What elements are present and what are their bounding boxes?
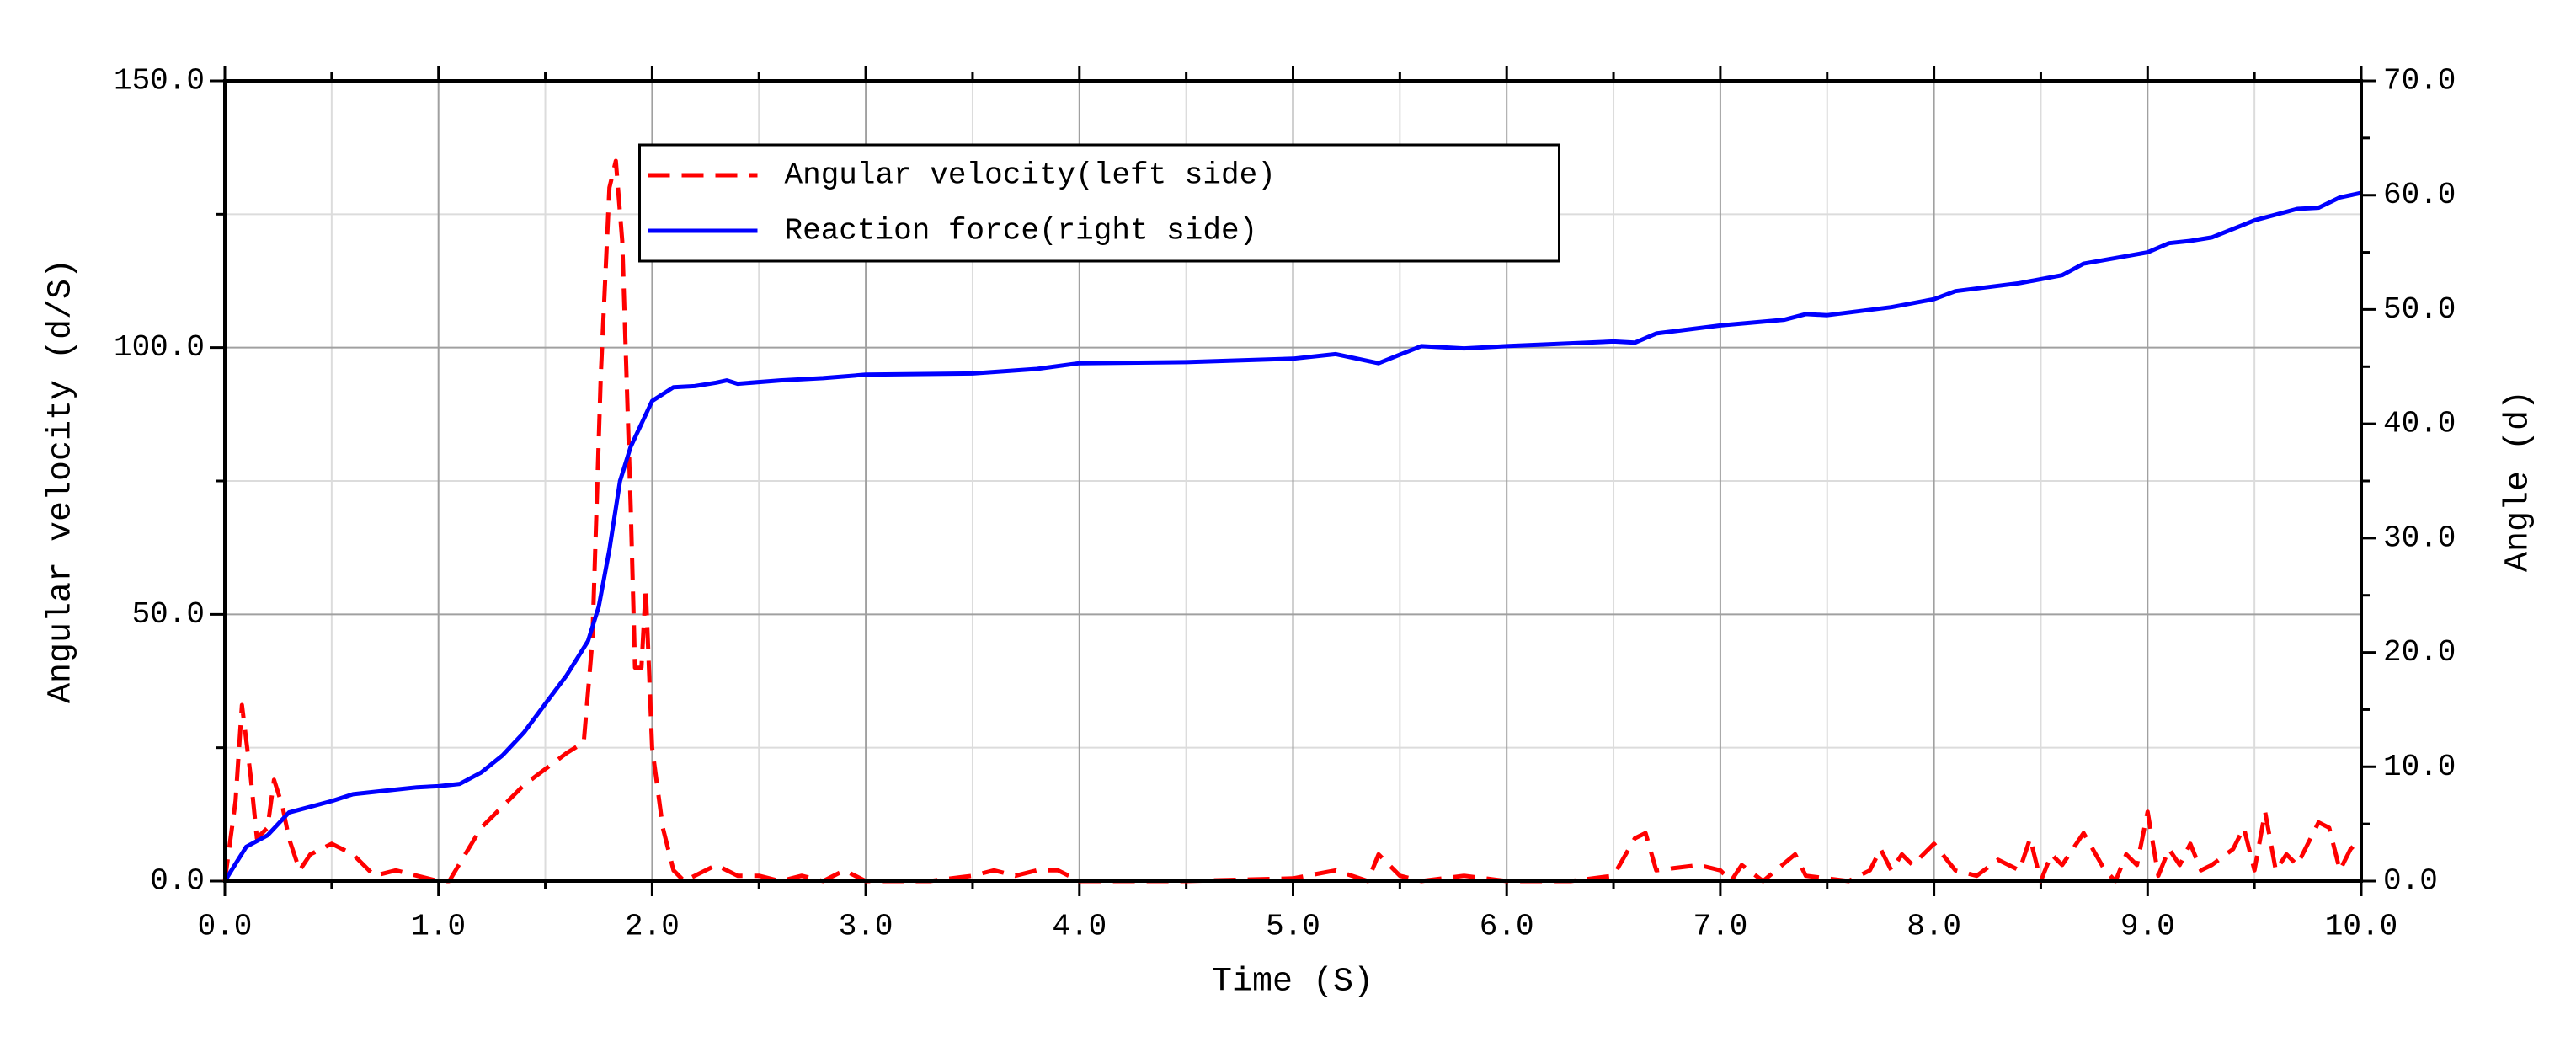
- y2-tick-label: 20.0: [2383, 635, 2456, 670]
- y2-tick-label: 60.0: [2383, 178, 2456, 212]
- x-tick-label: 4.0: [1052, 910, 1107, 944]
- y2-axis-title: Angle (d): [2500, 390, 2538, 572]
- y2-tick-label: 30.0: [2383, 521, 2456, 555]
- x-tick-label: 5.0: [1266, 910, 1320, 944]
- legend-box: [638, 143, 1560, 263]
- data-line: [222, 190, 2362, 883]
- x-tick-label: 8.0: [1907, 910, 1961, 944]
- legend-label: Reaction force(right side): [785, 214, 1258, 248]
- y-tick-label: 100.0: [114, 330, 205, 365]
- x-tick-label: 9.0: [2120, 910, 2175, 944]
- x-tick-label: 6.0: [1480, 910, 1534, 944]
- x-tick-label: 3.0: [839, 910, 893, 944]
- y2-tick-label: 10.0: [2383, 750, 2456, 784]
- y2-tick-label: 40.0: [2383, 407, 2456, 441]
- x-axis-title: Time (S): [1212, 964, 1373, 1002]
- y-tick-label: 50.0: [132, 597, 205, 632]
- x-tick-label: 2.0: [625, 910, 680, 944]
- x-tick-label: 7.0: [1693, 910, 1747, 944]
- y2-tick-label: 70.0: [2383, 64, 2456, 99]
- plot-frame: [223, 79, 2363, 883]
- y2-tick-label: 0.0: [2383, 864, 2438, 899]
- x-tick-label: 1.0: [411, 910, 466, 944]
- x-tick-label: 0.0: [198, 910, 253, 944]
- y-tick-label: 150.0: [114, 64, 205, 99]
- x-tick-label: 10.0: [2325, 910, 2397, 944]
- legend-label: Angular velocity(left side): [785, 158, 1276, 193]
- y-axis-title: Angular velocity (d/S): [43, 259, 81, 703]
- y2-tick-label: 50.0: [2383, 292, 2456, 327]
- data-line: [222, 158, 2363, 884]
- y-tick-label: 0.0: [150, 864, 205, 899]
